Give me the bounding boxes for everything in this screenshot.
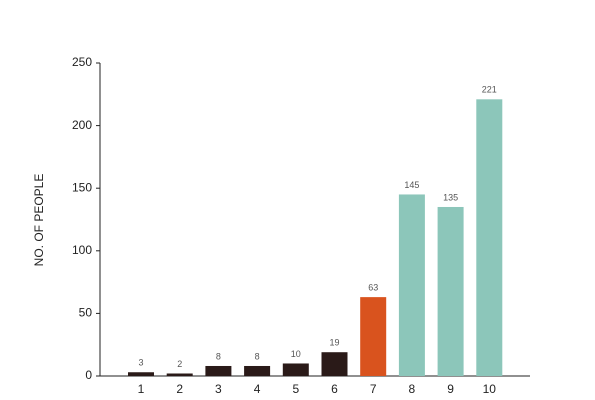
x-tick-label: 2 bbox=[176, 382, 183, 396]
y-tick-label: 250 bbox=[72, 55, 92, 69]
bar bbox=[166, 373, 193, 376]
y-tick-label: 50 bbox=[79, 306, 93, 320]
x-tick-label: 9 bbox=[447, 382, 454, 396]
x-tick-label: 8 bbox=[409, 382, 416, 396]
x-tick-label: 1 bbox=[138, 382, 145, 396]
y-tick-label: 0 bbox=[85, 368, 92, 382]
x-tick-label: 3 bbox=[215, 382, 222, 396]
bar bbox=[205, 365, 232, 376]
bar bbox=[244, 365, 271, 376]
value-label: 2 bbox=[177, 359, 182, 369]
value-label: 63 bbox=[368, 282, 378, 292]
value-label: 135 bbox=[443, 192, 458, 202]
y-tick-label: 100 bbox=[72, 243, 92, 257]
bar bbox=[476, 99, 503, 377]
bar bbox=[128, 372, 154, 376]
x-tick-label: 4 bbox=[254, 382, 261, 396]
x-tick-label: 5 bbox=[292, 382, 299, 396]
value-label: 8 bbox=[216, 351, 221, 361]
bar bbox=[437, 206, 464, 376]
value-label: 10 bbox=[291, 349, 301, 359]
x-tick-label: 10 bbox=[483, 382, 497, 396]
y-axis-label: NO. OF PEOPLE bbox=[32, 174, 46, 267]
value-label: 145 bbox=[404, 180, 419, 190]
bar bbox=[282, 363, 309, 376]
value-label: 19 bbox=[329, 338, 339, 348]
y-tick-label: 150 bbox=[72, 180, 92, 194]
value-label: 8 bbox=[255, 351, 260, 361]
bar bbox=[398, 194, 425, 376]
value-label: 3 bbox=[138, 358, 143, 368]
x-tick-label: 6 bbox=[331, 382, 338, 396]
y-tick-label: 200 bbox=[72, 118, 92, 132]
bar bbox=[321, 352, 348, 376]
value-label: 221 bbox=[482, 85, 497, 95]
bar bbox=[360, 297, 387, 376]
x-tick-label: 7 bbox=[370, 382, 377, 396]
